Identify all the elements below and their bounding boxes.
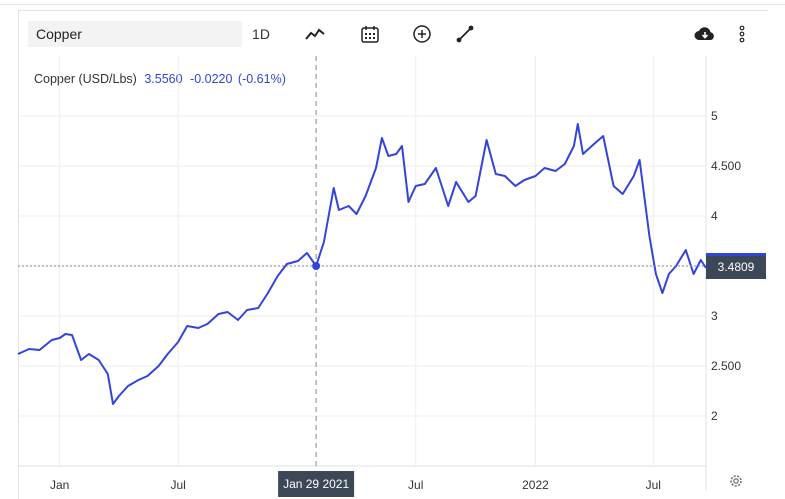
symbol-search-input[interactable] (28, 21, 242, 47)
settings-icon (730, 475, 742, 487)
download-button[interactable] (690, 21, 720, 47)
y-tick-label: 4 (711, 209, 718, 223)
x-tick-label: Jul (408, 478, 423, 492)
calendar-icon (361, 26, 379, 43)
legend-change: -0.0220 (190, 72, 233, 86)
crosshair-price-label: 3.4809 (718, 260, 755, 274)
x-axis-ticks: Jan Jul Jul 2022 Jul (50, 478, 661, 492)
legend-change-pct: (-0.61%) (237, 72, 286, 86)
top-divider (0, 0, 785, 5)
draw-tool-button[interactable] (450, 21, 480, 47)
crosshair-price-tag (706, 253, 766, 279)
settings-button[interactable] (730, 475, 742, 487)
current-price-marker (706, 253, 766, 256)
draw-line-icon (456, 25, 474, 43)
x-tick-label: 2022 (522, 478, 549, 492)
compare-button[interactable] (407, 21, 437, 47)
chart-grid (18, 56, 706, 466)
copper-price-line (17, 123, 707, 405)
x-tick-label: Jul (170, 478, 185, 492)
series-group (17, 123, 707, 405)
line-chart-icon (305, 28, 325, 40)
crosshair-point (312, 262, 321, 270)
legend-price: 3.5560 (144, 72, 183, 86)
crosshair-date-tag (278, 471, 355, 497)
date-range-button[interactable] (355, 21, 385, 47)
chart-type-button[interactable] (300, 21, 330, 47)
interval-button[interactable]: 1D (242, 21, 280, 47)
interval-label: 1D (252, 26, 270, 42)
more-vertical-icon (739, 25, 745, 43)
more-options-button[interactable] (730, 21, 754, 47)
crosshair: 3.4809 Jan 29 2021 (18, 56, 766, 497)
y-tick-label: 2.500 (711, 359, 741, 373)
y-axis-ticks: 2 2.500 3 4 4.500 5 (711, 109, 741, 423)
y-tick-label: 3 (711, 309, 718, 323)
chart-toolbar: 1D (18, 12, 768, 54)
y-tick-label: 2 (711, 409, 718, 423)
x-tick-label: Jul (646, 478, 661, 492)
crosshair-date-label: Jan 29 2021 (283, 477, 349, 491)
add-circle-icon (413, 25, 431, 43)
y-tick-label: 4.500 (711, 159, 741, 173)
x-tick-label: Jan (50, 478, 69, 492)
y-tick-label: 5 (711, 109, 718, 123)
cloud-download-icon (694, 27, 714, 40)
chart-frame (18, 10, 768, 499)
